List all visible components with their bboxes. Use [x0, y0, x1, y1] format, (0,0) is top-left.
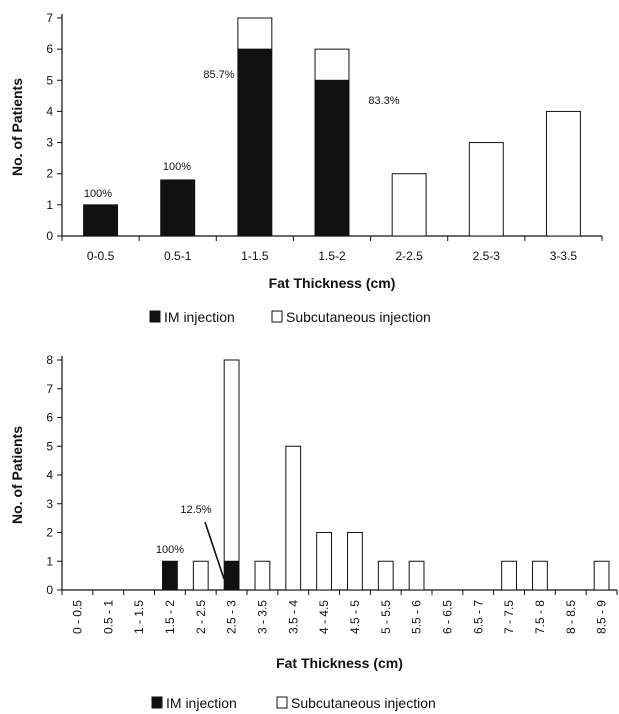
x-tick-label: 0.5-1: [164, 249, 192, 263]
legend-label-im: IM injection: [166, 695, 237, 711]
data-label: 100%: [156, 544, 184, 556]
y-tick-label: 7: [46, 11, 53, 25]
x-tick-label: 3.5 - 4: [286, 600, 300, 634]
legend-label-subq: Subcutaneous injection: [291, 695, 436, 711]
x-tick-label: 5 - 5.5: [379, 600, 393, 634]
bar-subq: [254, 560, 271, 591]
bar-im: [223, 560, 240, 591]
bar-subq: [391, 173, 427, 237]
data-label: 83.3%: [368, 95, 399, 107]
x-tick-label: 2-2.5: [395, 249, 423, 263]
x-tick-label: 8 - 8.5: [564, 600, 578, 634]
y-tick-label: 0: [46, 229, 53, 243]
x-tick-label: 2 - 2.5: [194, 600, 208, 634]
x-axis-title: Fat Thickness (cm): [276, 655, 403, 671]
x-tick-label: 1-1.5: [241, 249, 269, 263]
y-tick-label: 2: [46, 526, 53, 540]
x-tick-label: 1.5-2: [318, 249, 346, 263]
bar-subq: [237, 17, 273, 50]
data-label: 12.5%: [180, 504, 211, 516]
bar-subq: [468, 142, 504, 237]
x-tick-label: 8.5 - 9: [595, 600, 609, 634]
bar-subq: [285, 445, 302, 591]
x-tick-label: 6 - 6.5: [440, 600, 454, 634]
bar-im: [162, 560, 178, 591]
bar-subq: [501, 560, 517, 591]
x-tick-label: 0 - 0.5: [70, 600, 84, 634]
y-tick-label: 6: [46, 42, 53, 56]
bar-subq: [347, 532, 363, 591]
y-tick-label: 8: [46, 353, 53, 367]
x-tick-label: 7 - 7.5: [502, 600, 516, 634]
y-tick-label: 1: [46, 554, 53, 568]
legend-label-im: IM injection: [164, 309, 235, 325]
legend-label-subq: Subcutaneous injection: [286, 309, 431, 325]
x-tick-label: 6.5 - 7: [471, 600, 485, 634]
x-tick-label: 3-3.5: [550, 249, 578, 263]
bar-im: [160, 179, 196, 237]
y-axis-title: No. of Patients: [9, 78, 25, 176]
bar-subq: [408, 560, 425, 591]
y-tick-label: 7: [46, 382, 53, 396]
y-tick-label: 4: [46, 468, 53, 482]
legend-swatch-im: [149, 310, 161, 323]
x-tick-label: 4 - 4.5: [317, 600, 331, 634]
bar-subq: [192, 560, 209, 591]
legend-swatch-im: [151, 696, 163, 709]
bar-subq: [314, 48, 350, 81]
y-tick-label: 5: [46, 73, 53, 87]
legend-swatch-subq: [276, 696, 288, 709]
bar-subq: [532, 560, 548, 591]
y-axis-title: No. of Patients: [9, 426, 25, 524]
data-label: 100%: [84, 188, 112, 200]
x-tick-label: 0-0.5: [87, 249, 115, 263]
bar-im: [237, 48, 273, 237]
bar-subq: [316, 532, 332, 591]
x-tick-label: 2.5-3: [473, 249, 501, 263]
chart-bottom: 0 1 2 3 4 5 6 7 8 0 - 0.5 0.5 - 1 1 - 1.5 1.5 - 2 2 -…: [9, 353, 618, 711]
y-tick-label: 6: [46, 411, 53, 425]
x-tick-label: 1.5 - 2: [163, 600, 177, 634]
y-tick-label: 3: [46, 136, 53, 150]
y-tick-label: 4: [46, 104, 53, 118]
legend-swatch-subq: [271, 310, 283, 323]
bar-subq: [545, 110, 581, 237]
x-tick-label: 7.5 - 8: [533, 600, 547, 634]
y-tick-label: 0: [46, 583, 53, 597]
annotation-leader-line: [204, 521, 225, 580]
data-label: 100%: [163, 161, 191, 173]
bar-subq: [593, 560, 610, 591]
y-tick-label: 3: [46, 497, 53, 511]
x-tick-label: 2.5 - 3: [225, 600, 239, 634]
bar-subq: [223, 359, 240, 562]
bar-subq: [377, 560, 394, 591]
x-tick-label: 1 - 1.5: [132, 600, 146, 634]
y-tick-label: 2: [46, 167, 53, 181]
x-tick-label: 5.5 - 6: [410, 600, 424, 634]
x-tick-label: 0.5 - 1: [101, 600, 115, 634]
x-tick-label: 4.5 - 5: [348, 600, 362, 634]
x-axis-title: Fat Thickness (cm): [269, 275, 396, 291]
y-tick-label: 1: [46, 198, 53, 212]
x-tick-label: 3 - 3.5: [255, 600, 269, 634]
y-tick-label: 5: [46, 439, 53, 453]
chart-top: 0 1 2 3 4 5 6 7 0-0.5 0.5-1 1-1.5 1.5-2 2-2.5 2.5-3 3-…: [9, 11, 603, 325]
data-label: 85.7%: [203, 69, 234, 81]
bar-im: [314, 79, 350, 237]
bar-im: [83, 204, 119, 237]
